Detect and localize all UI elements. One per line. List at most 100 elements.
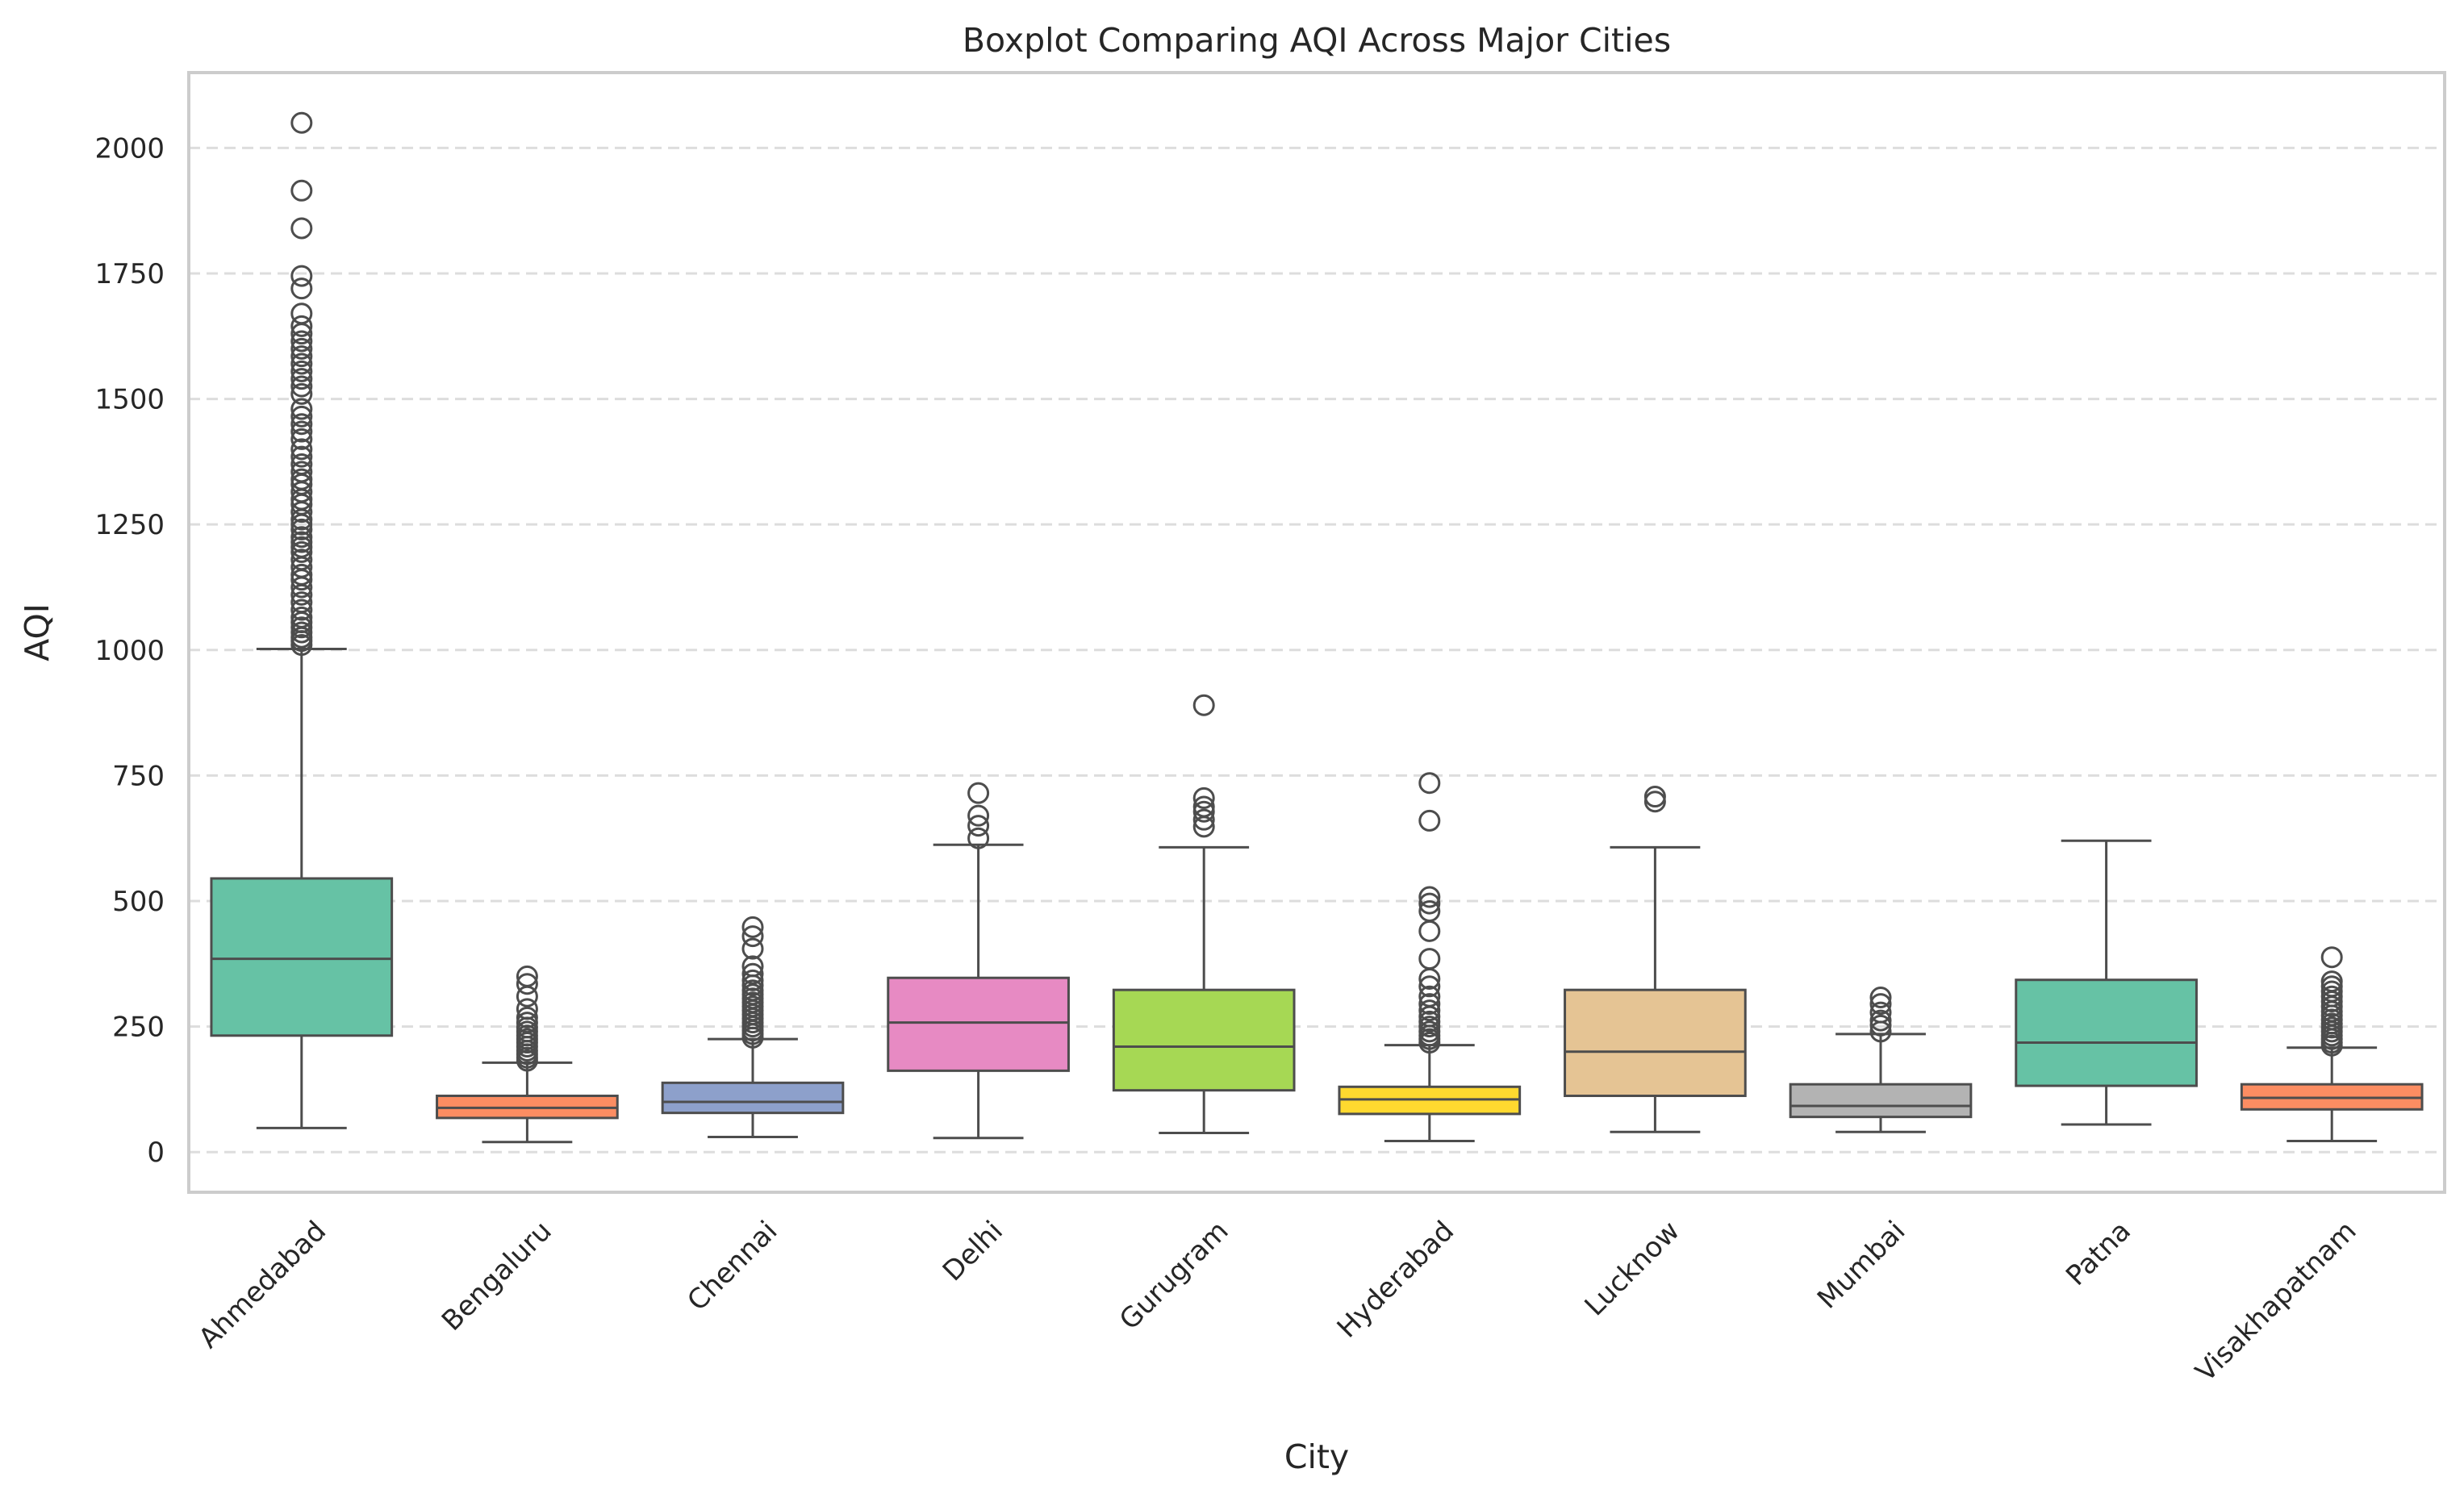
outlier-ahmedabad-3 bbox=[290, 621, 313, 644]
outlier-hyderabad-14 bbox=[1418, 899, 1441, 922]
outlier-chennai-17 bbox=[741, 937, 764, 960]
outlier-ahmedabad-35 bbox=[290, 405, 313, 428]
outlier-ahmedabad-16 bbox=[290, 536, 313, 558]
outlier-ahmedabad-49 bbox=[290, 265, 313, 287]
y-axis-label: AQI bbox=[18, 603, 56, 661]
outlier-gurugram-1 bbox=[1192, 808, 1215, 831]
y-tick-labels: 0 250 500 750 1000 1250 1500 1750 2000 bbox=[94, 132, 165, 1169]
outlier-ahmedabad-30 bbox=[290, 445, 313, 468]
y-tick-label-1000: 1000 bbox=[94, 635, 165, 667]
outlier-bengaluru-12 bbox=[516, 998, 538, 1020]
outlier-ahmedabad-12 bbox=[290, 563, 313, 586]
outlier-mumbai-1 bbox=[1869, 1014, 1892, 1037]
outlier-hyderabad-5 bbox=[1418, 1010, 1441, 1033]
outlier-visakhapatnam-14 bbox=[2320, 975, 2343, 998]
box-mumbai bbox=[1789, 987, 1973, 1133]
outlier-ahmedabad-8 bbox=[290, 591, 313, 614]
outlier-ahmedabad-40 bbox=[290, 360, 313, 382]
outlier-visakhapatnam-13 bbox=[2320, 980, 2343, 1003]
plot-frame bbox=[187, 71, 2446, 1194]
outlier-bengaluru-10 bbox=[516, 1012, 538, 1034]
outlier-ahmedabad-41 bbox=[290, 353, 313, 375]
y-tick-label-250: 250 bbox=[112, 1012, 165, 1044]
outlier-delhi-1 bbox=[967, 815, 990, 837]
outlier-hyderabad-7 bbox=[1418, 999, 1441, 1022]
box-chennai bbox=[661, 916, 845, 1139]
outlier-lucknow-1 bbox=[1643, 786, 1666, 808]
outlier-ahmedabad-39 bbox=[290, 368, 313, 390]
iqr-box-gurugram bbox=[1112, 988, 1296, 1092]
outlier-ahmedabad-47 bbox=[290, 302, 313, 325]
outlier-hyderabad-12 bbox=[1418, 948, 1441, 970]
outlier-hyderabad-9 bbox=[1418, 985, 1441, 1008]
outlier-chennai-15 bbox=[741, 962, 764, 985]
outlier-hyderabad-16 bbox=[1418, 886, 1441, 908]
outlier-hyderabad-18 bbox=[1418, 772, 1441, 795]
outlier-ahmedabad-42 bbox=[290, 345, 313, 368]
outlier-mumbai-4 bbox=[1869, 993, 1892, 1016]
outlier-ahmedabad-4 bbox=[290, 616, 313, 639]
outlier-chennai-12 bbox=[741, 979, 764, 1002]
y-tick-label-1250: 1250 bbox=[94, 509, 165, 541]
y-tick-label-1500: 1500 bbox=[94, 384, 165, 416]
outlier-hyderabad-4 bbox=[1418, 1016, 1441, 1038]
outlier-ahmedabad-34 bbox=[290, 413, 313, 436]
iqr-box-lucknow bbox=[1564, 988, 1747, 1097]
outlier-ahmedabad-17 bbox=[290, 531, 313, 553]
outlier-ahmedabad-48 bbox=[290, 277, 313, 300]
outlier-ahmedabad-37 bbox=[290, 382, 313, 405]
x-axis-label: City bbox=[1284, 1437, 1349, 1476]
box-delhi bbox=[887, 782, 1070, 1140]
box-bengaluru bbox=[436, 965, 619, 1144]
outlier-ahmedabad-33 bbox=[290, 420, 313, 443]
outlier-ahmedabad-7 bbox=[290, 599, 313, 621]
outlier-gurugram-3 bbox=[1192, 795, 1215, 818]
outlier-ahmedabad-15 bbox=[290, 540, 313, 563]
outlier-ahmedabad-14 bbox=[290, 549, 313, 571]
outlier-visakhapatnam-15 bbox=[2320, 970, 2343, 993]
outlier-gurugram-2 bbox=[1192, 800, 1215, 823]
box-patna bbox=[2015, 839, 2198, 1126]
outlier-mumbai-5 bbox=[1869, 987, 1892, 1009]
outlier-delhi-0 bbox=[967, 827, 990, 849]
outlier-ahmedabad-44 bbox=[290, 330, 313, 353]
outlier-ahmedabad-31 bbox=[290, 438, 313, 461]
outlier-lucknow-0 bbox=[1643, 791, 1666, 813]
outlier-ahmedabad-19 bbox=[290, 518, 313, 540]
outlier-chennai-18 bbox=[741, 925, 764, 948]
outlier-mumbai-2 bbox=[1869, 1009, 1892, 1032]
outlier-visakhapatnam-16 bbox=[2320, 946, 2343, 969]
outlier-ahmedabad-18 bbox=[290, 526, 313, 549]
outlier-ahmedabad-6 bbox=[290, 606, 313, 628]
box-visakhapatnam bbox=[2240, 946, 2424, 1143]
outlier-ahmedabad-43 bbox=[290, 337, 313, 360]
outlier-delhi-3 bbox=[967, 782, 990, 804]
outlier-ahmedabad-29 bbox=[290, 453, 313, 475]
outlier-ahmedabad-52 bbox=[290, 111, 313, 134]
iqr-box-chennai bbox=[661, 1081, 845, 1115]
box-gurugram bbox=[1112, 694, 1296, 1135]
outlier-ahmedabad-36 bbox=[290, 398, 313, 420]
y-tick-label-2000: 2000 bbox=[94, 132, 165, 165]
outlier-bengaluru-15 bbox=[516, 965, 538, 987]
outlier-ahmedabad-46 bbox=[290, 315, 313, 337]
outlier-bengaluru-11 bbox=[516, 1006, 538, 1028]
y-tick-label-500: 500 bbox=[112, 886, 165, 918]
outlier-mumbai-3 bbox=[1869, 1001, 1892, 1024]
outlier-gurugram-4 bbox=[1192, 786, 1215, 809]
outlier-hyderabad-10 bbox=[1418, 975, 1441, 998]
outlier-bengaluru-14 bbox=[516, 973, 538, 995]
iqr-box-mumbai bbox=[1789, 1083, 1973, 1119]
outlier-chennai-16 bbox=[741, 955, 764, 978]
outlier-visakhapatnam-12 bbox=[2320, 985, 2343, 1008]
outlier-delhi-2 bbox=[967, 804, 990, 827]
outlier-ahmedabad-27 bbox=[290, 468, 313, 490]
outlier-hyderabad-8 bbox=[1418, 993, 1441, 1016]
iqr-box-delhi bbox=[887, 976, 1070, 1072]
y-tick-label-750: 750 bbox=[112, 760, 165, 792]
outlier-ahmedabad-38 bbox=[290, 375, 313, 398]
grid-lines bbox=[189, 146, 2445, 1154]
outlier-ahmedabad-50 bbox=[290, 217, 313, 240]
